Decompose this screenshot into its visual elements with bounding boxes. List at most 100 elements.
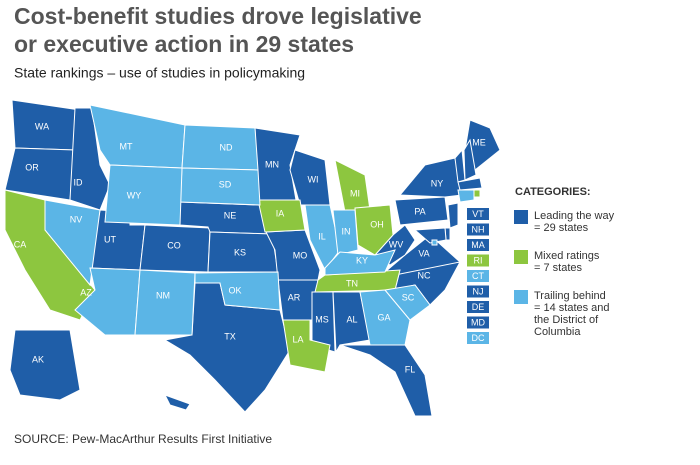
state-label: NM [156,290,170,300]
legend-swatch [514,250,528,264]
state-label: FL [405,364,416,374]
state-label: MI [350,188,360,198]
state-label: WY [127,190,142,200]
small-state-label: MD [471,317,485,327]
state [282,319,331,373]
state-label: CA [14,239,27,249]
legend-label: = 14 states and [534,302,610,314]
legend-label: Columbia [534,326,581,338]
state [464,119,501,171]
state-label: GA [377,312,390,322]
legend: CATEGORIES: Leading the way= 29 states Mi… [514,186,615,338]
legend-label: Leading the way [534,210,615,222]
small-state-box [467,208,489,220]
state-label: KS [234,247,246,257]
state [9,329,81,401]
state [447,202,459,229]
state [104,164,183,226]
state-label: MO [293,250,308,260]
state-label: AK [32,354,44,364]
state [257,199,306,233]
state-label: AL [346,314,357,324]
subtitle: State rankings – use of studies in polic… [14,65,305,81]
state [473,189,481,198]
state [463,138,477,181]
state-label: MS [315,314,329,324]
legend-label: the District of [534,314,599,326]
small-state-label: RI [474,255,483,265]
legend-label: = 7 states [534,262,583,274]
state-label: IL [318,231,326,241]
state [384,284,431,321]
legend-swatch [514,290,528,304]
state-label: TN [346,278,358,288]
state [134,269,196,336]
state-label: MN [265,159,279,169]
state [89,104,186,169]
small-state-label: MA [471,240,485,250]
state [339,344,433,417]
state-label: VA [418,248,429,258]
small-state-label: VT [472,209,484,219]
state-label: UT [104,234,116,244]
state-label: OK [228,285,241,295]
small-state-box [467,285,489,298]
small-state-box [467,223,489,236]
state-label: IN [342,226,351,236]
small-state-label: NH [472,224,485,234]
state [394,196,449,226]
state [334,159,371,213]
small-state-box [467,254,489,267]
state [194,271,281,311]
state-label: ID [74,177,84,187]
legend-heading: CATEGORIES: [515,186,591,198]
state-label: IA [276,208,285,218]
small-state-label: DE [472,302,485,312]
title-line: or executive action in 29 states [14,31,354,57]
state-label: AR [288,292,301,302]
state-label: OH [370,219,384,229]
state-label: WV [389,239,404,249]
state-label: SD [219,179,232,189]
title-line: Cost-benefit studies drove legislative [14,3,422,29]
state-label: WI [308,174,319,184]
small-state-label: DC [472,333,485,343]
state [44,199,101,287]
state-label: PA [414,206,425,216]
state [359,289,411,346]
state [431,239,438,246]
small-state-box [467,301,489,313]
state-label: OR [25,162,39,172]
state-label: ME [472,137,486,147]
legend-swatch [514,210,528,224]
legend-label: = 29 states [534,222,589,234]
state [457,177,483,191]
state-label: SC [402,292,415,302]
state-label: NY [431,178,444,188]
state-label: AZ [80,287,92,297]
small-state-label: CT [472,271,484,281]
legend-label: Trailing behind [534,290,606,302]
state [163,394,191,411]
us-map: WA OR ID UT CO NE KS TX MN WI MO AR MS AL FL NC VA WV PA NY… [4,99,501,417]
source: SOURCE: Pew-MacArthur Results First Init… [14,432,272,446]
state-label: TX [224,331,236,341]
state-label: CO [167,240,181,250]
state-label: WA [35,121,49,131]
small-state-label: NJ [473,286,484,296]
small-state-box [467,270,489,282]
state-label: KY [356,255,368,265]
small-state-box [467,239,489,251]
state-label: NC [418,270,431,280]
state-label: NV [70,214,83,224]
state [324,249,396,276]
state-label: ND [220,142,233,152]
legend-label: Mixed ratings [534,250,600,262]
state [332,209,359,256]
state [314,269,401,293]
state-label: LA [292,334,303,344]
small-state-box [467,332,489,344]
state-label: MT [120,141,133,151]
state-label: NE [224,210,237,220]
